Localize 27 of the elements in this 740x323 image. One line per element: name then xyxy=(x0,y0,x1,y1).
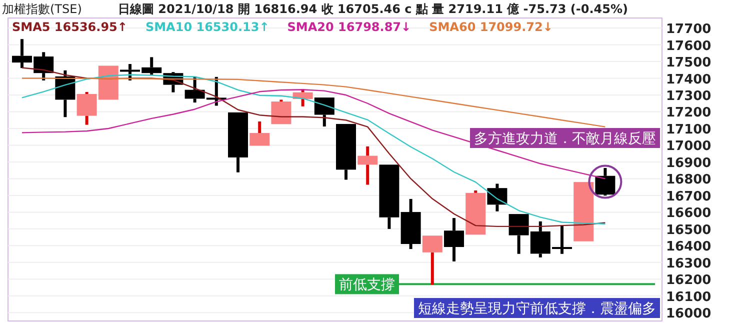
text: SMA10 16530.13↑ xyxy=(145,20,270,34)
y-tick-label: 17500 xyxy=(666,56,712,71)
y-tick-label: 16200 xyxy=(666,273,712,288)
y-tick-label: 16800 xyxy=(666,172,712,188)
y-tick-label: 16700 xyxy=(666,189,712,204)
text: SMA5 16536.95↑ xyxy=(12,20,128,34)
y-tick-label: 17100 xyxy=(666,122,712,138)
y-tick-label: 17300 xyxy=(666,89,712,104)
annotation: 多方進攻力道．不敵月線反壓 xyxy=(474,131,656,147)
y-tick-label: 17600 xyxy=(666,38,712,54)
chart-subtitle: 日線圖 2021/10/18 開 16816.94 收 16705.46 c 點 量 2719.11 億 -75.73 (-0.45%) xyxy=(118,2,628,16)
text: SMA60 17099.72↓ xyxy=(429,20,553,34)
y-tick-label: 16500 xyxy=(666,222,712,238)
y-tick-label: 17200 xyxy=(666,106,712,121)
y-tick-label: 17400 xyxy=(666,72,712,88)
text: SMA20 16798.87↓ xyxy=(287,20,412,34)
y-tick-label: 17000 xyxy=(666,139,712,154)
y-tick-label: 17700 xyxy=(666,22,712,38)
y-tick-label: 16900 xyxy=(666,156,712,171)
y-tick-label: 16300 xyxy=(666,256,712,272)
y-tick-label: 16000 xyxy=(666,306,712,322)
chart-title: 加權指數(TSE) xyxy=(2,2,82,16)
y-tick-label: 16100 xyxy=(666,290,712,305)
ref-line-label: 前低支撐 xyxy=(339,277,395,294)
annotation: 短線走勢呈現力守前低支撐．震盪偏多 xyxy=(418,301,656,317)
y-tick-label: 16600 xyxy=(666,206,712,222)
y-tick-label: 16400 xyxy=(666,240,712,255)
